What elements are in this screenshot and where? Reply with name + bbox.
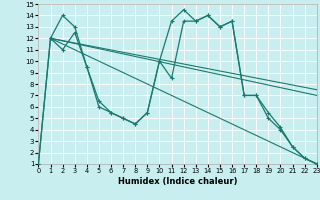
X-axis label: Humidex (Indice chaleur): Humidex (Indice chaleur)	[118, 177, 237, 186]
